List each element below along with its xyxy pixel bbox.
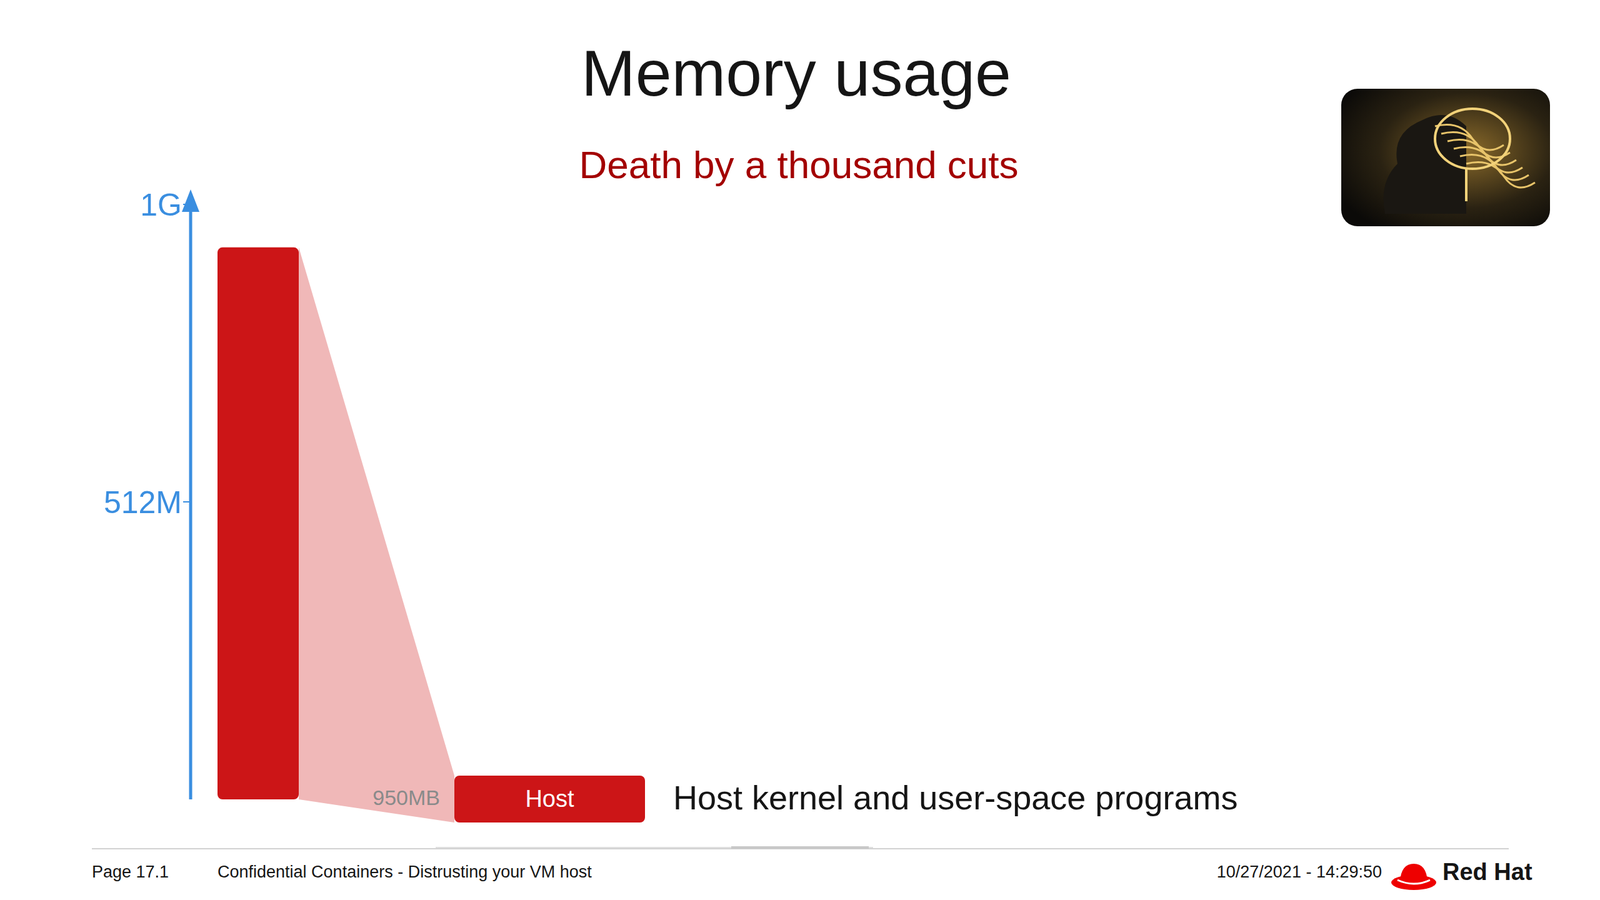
svg-text:512M: 512M [103, 485, 182, 520]
html-text:950MB: 950MB [372, 785, 440, 810]
svg-text:1G: 1G [140, 187, 182, 223]
html-text:Host: Host [525, 785, 575, 812]
html-text:Page 17.1: Page 17.1 [91, 862, 169, 882]
html-text:Death by a thousand cuts: Death by a thousand cuts [579, 143, 1019, 187]
html-text:10/27/2021 - 14:29:50: 10/27/2021 - 14:29:50 [1216, 862, 1382, 882]
html-text:Memory usage: Memory usage [581, 36, 1012, 110]
html-text:Host kernel and user-space pro: Host kernel and user-space programs [673, 778, 1238, 817]
html-text:Confidential Containers - Dist: Confidential Containers - Distrusting yo… [217, 862, 592, 882]
html-text:Red Hat: Red Hat [1442, 858, 1533, 885]
